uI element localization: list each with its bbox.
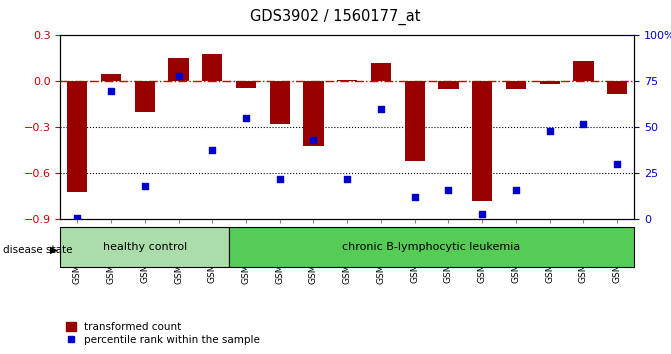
Bar: [135, 81, 155, 112]
Point: [207, 147, 217, 152]
Point: [544, 128, 555, 134]
Point: [376, 106, 386, 112]
Text: GDS3902 / 1560177_at: GDS3902 / 1560177_at: [250, 9, 421, 25]
Point: [612, 161, 623, 167]
Point: [72, 215, 83, 221]
Bar: [438, 81, 458, 89]
Point: [578, 121, 589, 127]
Bar: [607, 81, 627, 94]
Bar: [101, 74, 121, 81]
Bar: [303, 81, 323, 146]
Point: [173, 73, 184, 79]
Bar: [236, 81, 256, 87]
Point: [308, 137, 319, 143]
Bar: [168, 58, 189, 81]
Legend: transformed count, percentile rank within the sample: transformed count, percentile rank withi…: [66, 322, 260, 345]
Bar: [539, 81, 560, 85]
Bar: [337, 80, 358, 81]
Bar: [405, 81, 425, 161]
Text: disease state: disease state: [3, 245, 73, 255]
Point: [342, 176, 353, 182]
Text: chronic B-lymphocytic leukemia: chronic B-lymphocytic leukemia: [342, 242, 521, 252]
Point: [105, 88, 116, 93]
Point: [241, 115, 252, 121]
Bar: [270, 81, 290, 124]
Bar: [67, 81, 87, 192]
Point: [274, 176, 285, 182]
Bar: [506, 81, 526, 89]
Point: [409, 195, 420, 200]
Text: ▶: ▶: [50, 245, 58, 255]
Bar: [229, 227, 634, 267]
Bar: [573, 62, 594, 81]
Point: [140, 183, 150, 189]
Point: [511, 187, 521, 193]
Bar: [472, 81, 493, 201]
Text: healthy control: healthy control: [103, 242, 187, 252]
Point: [443, 187, 454, 193]
Bar: [202, 54, 222, 81]
Bar: [371, 63, 391, 81]
Bar: [60, 227, 229, 267]
Point: [477, 211, 488, 217]
